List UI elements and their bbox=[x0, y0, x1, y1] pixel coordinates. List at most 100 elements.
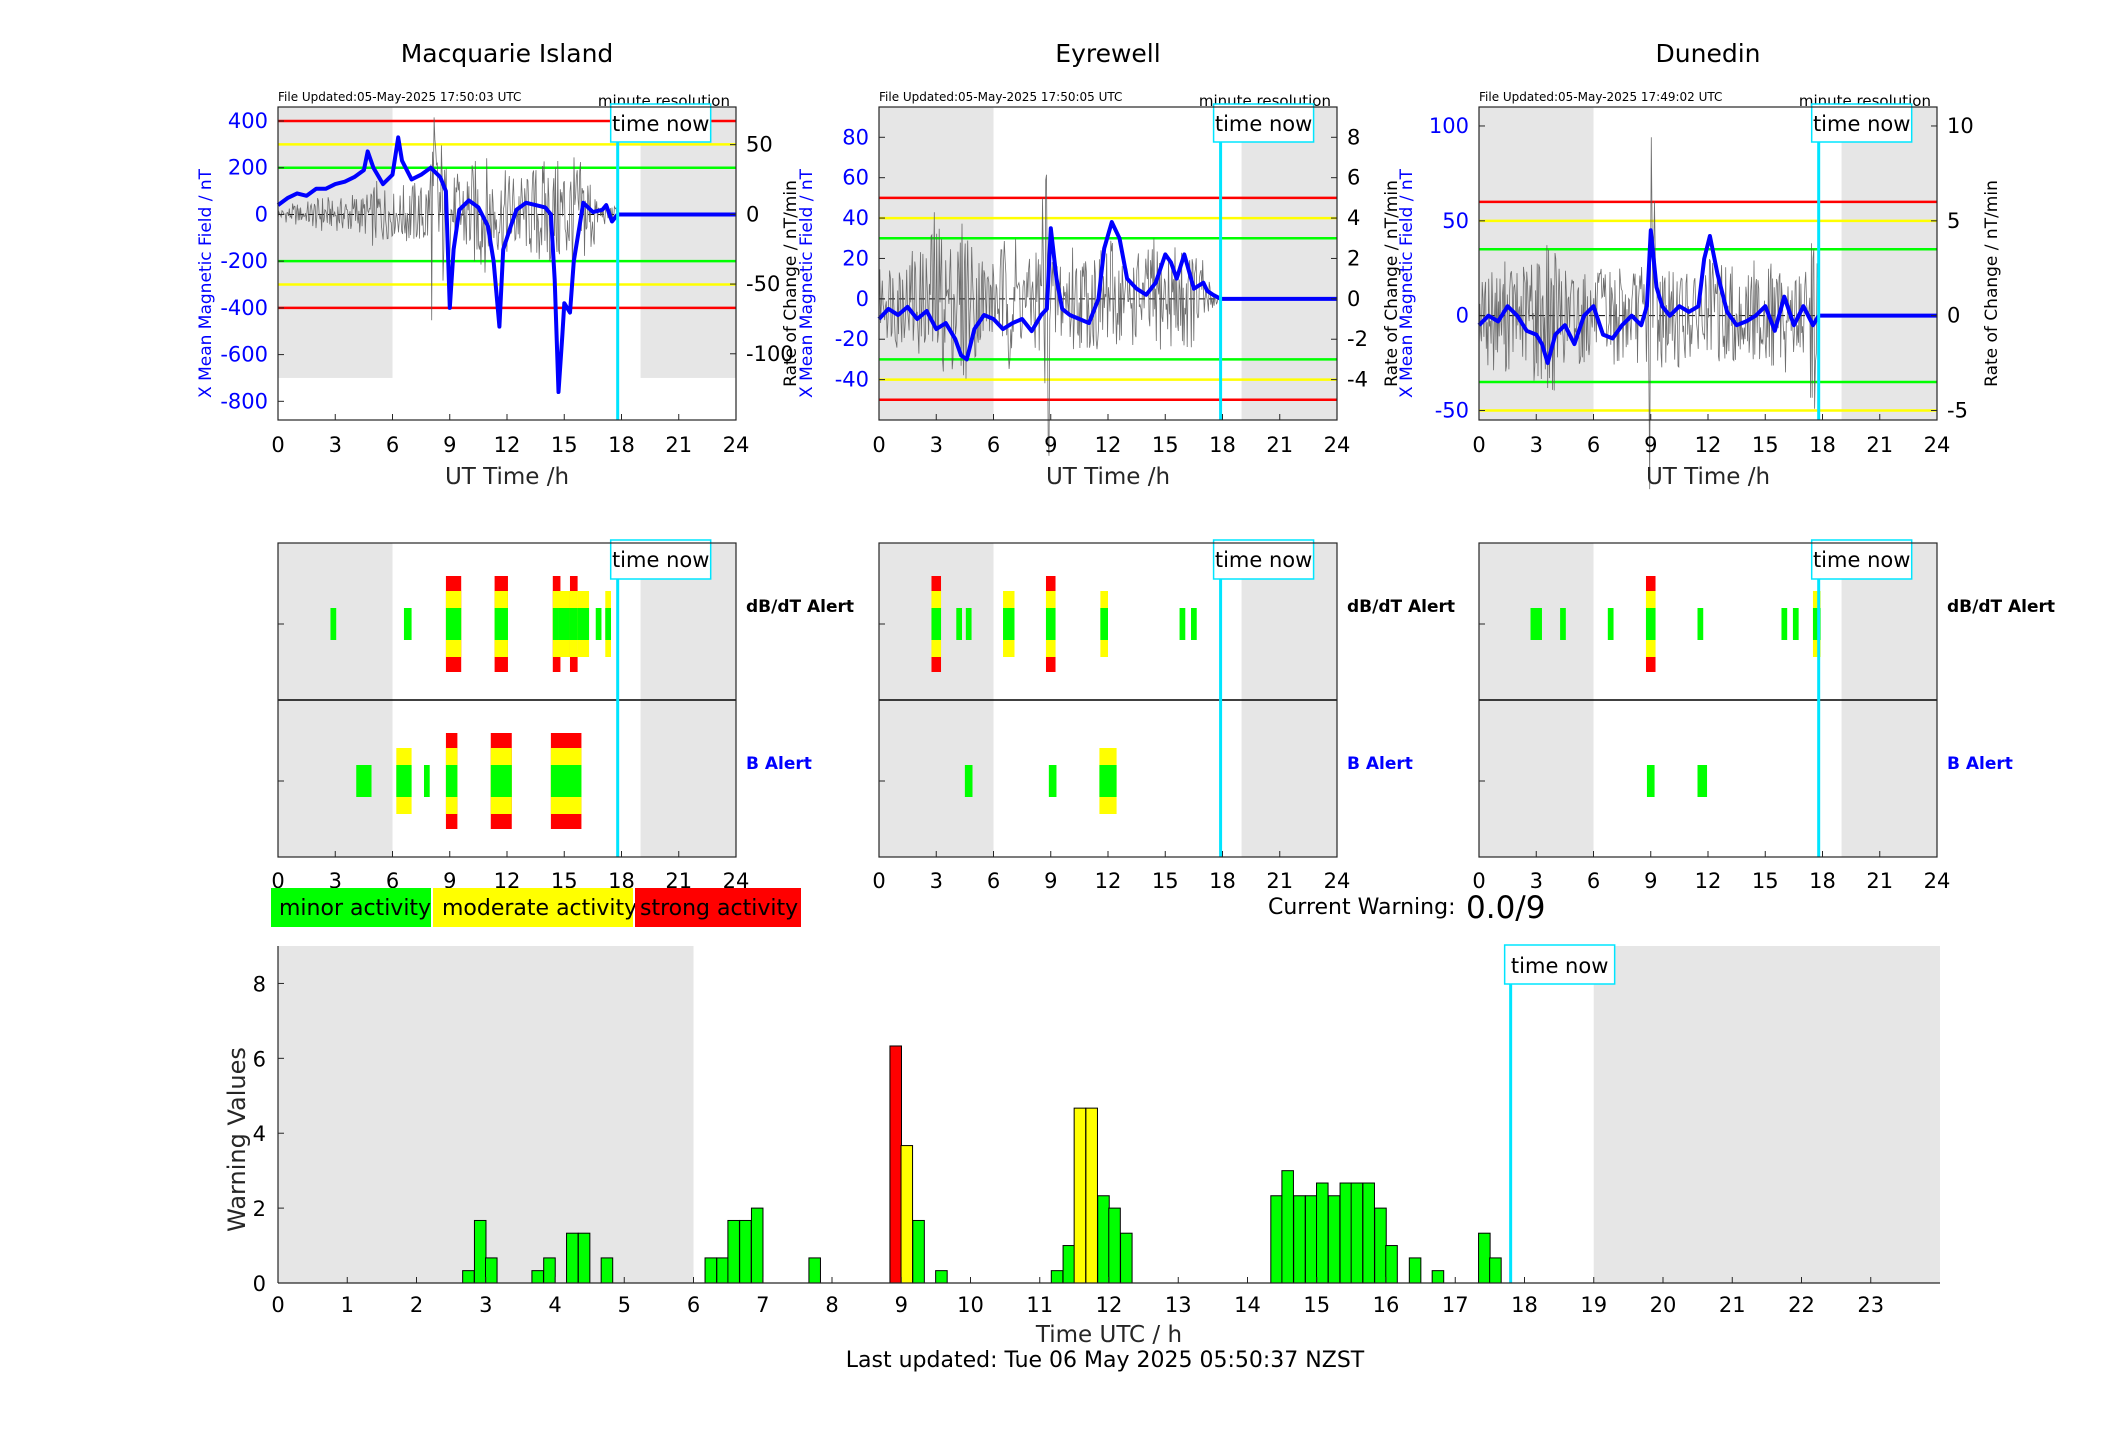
x-tick-label: 21 bbox=[1266, 869, 1293, 893]
y-axis-title: X Mean Magnetic Field / nT bbox=[1397, 168, 1417, 398]
y2-axis-title: Rate of Change / nT/min bbox=[1382, 180, 1402, 387]
time-now-label: time now bbox=[1215, 112, 1312, 136]
dbdt-alert-label: dB/dT Alert bbox=[1947, 597, 2055, 617]
night-band bbox=[640, 107, 736, 378]
time-now-box bbox=[1212, 103, 1315, 143]
dbdt-minor-mark bbox=[403, 608, 412, 640]
x-tick-label: 6 bbox=[1587, 433, 1600, 457]
warning-bar bbox=[1350, 1182, 1364, 1284]
b-minor-mark bbox=[445, 765, 458, 797]
warning-bar bbox=[1293, 1195, 1306, 1284]
dbdt-alert-label: dB/dT Alert bbox=[1347, 597, 1455, 617]
x-tick-label: 24 bbox=[723, 433, 750, 457]
x-tick-label: 7 bbox=[756, 1293, 769, 1317]
y-tick-label: -200 bbox=[220, 249, 268, 273]
dbdt-minor-mark bbox=[956, 608, 963, 640]
y-tick-label: -800 bbox=[220, 389, 268, 413]
warning-bar bbox=[1339, 1182, 1353, 1284]
x-tick-label: 3 bbox=[1530, 869, 1543, 893]
y-tick-label: -600 bbox=[220, 343, 268, 367]
warning-bar bbox=[727, 1219, 740, 1284]
y-tick-label: 60 bbox=[842, 166, 869, 190]
legend-minor-swatch bbox=[271, 888, 431, 927]
x-tick-label: 9 bbox=[443, 869, 456, 893]
b-minor-mark bbox=[1048, 765, 1057, 797]
x-tick-label: 18 bbox=[1209, 869, 1236, 893]
x-tick-label: 12 bbox=[1095, 433, 1122, 457]
x-tick-label: 24 bbox=[1924, 869, 1951, 893]
time-now-box bbox=[609, 539, 712, 580]
warning-bar bbox=[566, 1232, 579, 1284]
b-minor-mark bbox=[423, 765, 430, 797]
warning-bar bbox=[1304, 1195, 1318, 1284]
y-tick-label: 0 bbox=[1456, 304, 1469, 328]
legend-moderate-label: moderate activity bbox=[442, 896, 637, 921]
dbdt-minor-mark bbox=[1179, 608, 1186, 640]
time-now-box bbox=[1810, 103, 1913, 143]
dbdt-minor-mark bbox=[1045, 608, 1056, 640]
file-updated-label: File Updated:05-May-2025 17:50:05 UTC bbox=[879, 90, 1122, 104]
x-tick-label: 3 bbox=[479, 1293, 492, 1317]
warning-bar bbox=[900, 1145, 914, 1284]
warning-bar bbox=[462, 1270, 475, 1284]
x-tick-label: 18 bbox=[1809, 869, 1836, 893]
mean-field-line bbox=[1477, 228, 1821, 366]
dbdt-minor-mark bbox=[1697, 608, 1704, 640]
y-tick-label: 400 bbox=[228, 109, 268, 133]
legend-strong-label: strong activity bbox=[640, 896, 798, 921]
warning-bar bbox=[1478, 1232, 1491, 1284]
station-title: Eyrewell bbox=[1055, 39, 1160, 68]
x-tick-label: 6 bbox=[687, 1293, 700, 1317]
dbdt-minor-mark bbox=[558, 608, 570, 640]
x-tick-label: 12 bbox=[1096, 1293, 1123, 1317]
y2-tick-label: -100 bbox=[746, 342, 794, 366]
dbdt-alert-label: dB/dT Alert bbox=[746, 597, 854, 617]
time-now-box bbox=[1810, 539, 1913, 580]
y2-tick-label: -5 bbox=[1947, 399, 1968, 423]
warning-bar bbox=[577, 1232, 591, 1284]
y-tick-label: 0 bbox=[255, 202, 268, 226]
warning-bar bbox=[704, 1257, 718, 1284]
y-tick-label: 8 bbox=[253, 972, 266, 996]
x-axis-title: UT Time /h bbox=[1646, 464, 1770, 490]
x-tick-label: 21 bbox=[665, 433, 692, 457]
x-tick-label: 11 bbox=[1026, 1293, 1053, 1317]
x-tick-label: 18 bbox=[1809, 433, 1836, 457]
dbdt-minor-mark bbox=[965, 608, 972, 640]
y-tick-label: 0 bbox=[856, 287, 869, 311]
y-tick-label: 4 bbox=[253, 1122, 266, 1146]
x-tick-label: 13 bbox=[1165, 1293, 1192, 1317]
y2-tick-label: 5 bbox=[1947, 209, 1960, 233]
x-tick-label: 15 bbox=[1752, 869, 1779, 893]
last-updated-text: Last updated: Tue 06 May 2025 05:50:37 N… bbox=[846, 1348, 1365, 1373]
x-tick-label: 21 bbox=[1719, 1293, 1746, 1317]
x-tick-label: 24 bbox=[1324, 433, 1351, 457]
warning-bar bbox=[531, 1270, 544, 1284]
x-tick-label: 0 bbox=[271, 433, 284, 457]
time-now-box bbox=[1212, 539, 1315, 580]
y-tick-label: 40 bbox=[842, 206, 869, 230]
y-tick-label: 20 bbox=[842, 246, 869, 270]
x-tick-label: 15 bbox=[1752, 433, 1779, 457]
x-tick-label: 9 bbox=[1644, 433, 1657, 457]
y-axis-title: X Mean Magnetic Field / nT bbox=[196, 168, 216, 398]
y-axis-title: X Mean Magnetic Field / nT bbox=[797, 168, 817, 398]
warning-bar bbox=[889, 1045, 902, 1284]
y2-tick-label: 10 bbox=[1947, 114, 1974, 138]
x-tick-label: 12 bbox=[494, 433, 521, 457]
y2-tick-label: 0 bbox=[1947, 304, 1960, 328]
x-tick-label: 9 bbox=[1044, 433, 1057, 457]
y2-tick-label: -4 bbox=[1347, 368, 1368, 392]
mean-field-line bbox=[877, 220, 1222, 362]
x-axis-title: Time UTC / h bbox=[1035, 1322, 1182, 1348]
y-tick-label: 2 bbox=[253, 1197, 266, 1221]
x-tick-label: 6 bbox=[386, 869, 399, 893]
x-tick-label: 6 bbox=[386, 433, 399, 457]
warning-bar bbox=[600, 1257, 614, 1284]
warning-bar bbox=[1489, 1257, 1502, 1284]
warning-bar bbox=[912, 1219, 925, 1284]
x-tick-label: 6 bbox=[987, 433, 1000, 457]
